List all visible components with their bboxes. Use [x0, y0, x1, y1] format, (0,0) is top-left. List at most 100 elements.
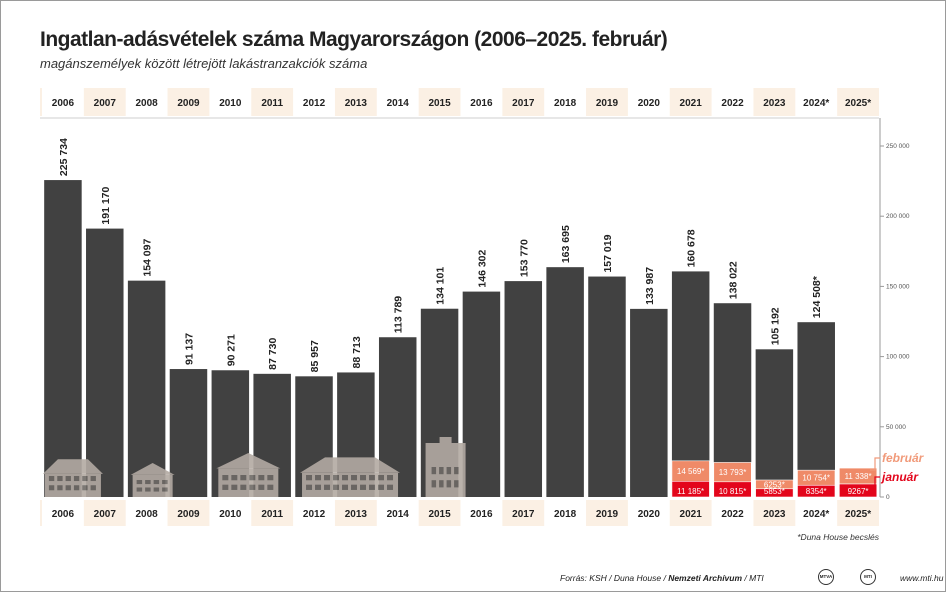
year-label-top: 2024* — [803, 98, 829, 109]
value-label: 133 987 — [644, 267, 656, 305]
y-tick-label: 0 — [886, 494, 890, 501]
estimate-note: *Duna House becslés — [797, 532, 879, 542]
year-label-bottom: 2014 — [387, 509, 410, 520]
jan-bar-2025* — [839, 483, 878, 498]
bar-2018 — [546, 267, 584, 497]
year-label-bottom: 2015 — [428, 509, 451, 520]
house-icon — [130, 463, 175, 497]
year-band-cell — [627, 500, 670, 526]
bar-2024* — [797, 322, 835, 497]
legend-january: január — [880, 470, 919, 484]
year-label-bottom: 2011 — [261, 509, 283, 520]
year-label-bottom: 2025* — [845, 509, 871, 520]
year-label-top: 2017 — [512, 98, 535, 109]
value-label: 163 695 — [560, 225, 572, 263]
year-label-bottom: 2016 — [470, 509, 493, 520]
year-band-cell — [376, 500, 419, 526]
bar-2017 — [504, 281, 543, 497]
year-label-top: 2014 — [387, 98, 410, 109]
value-label: 88 713 — [351, 336, 363, 368]
year-band-cell — [209, 500, 252, 526]
year-band-cell — [42, 88, 84, 116]
year-band-cell — [125, 88, 168, 116]
chart-title: Ingatlan-adásvételek száma Magyarországo… — [40, 28, 668, 51]
feb-value-label: 11 338* — [845, 472, 872, 481]
house-icon — [42, 459, 103, 497]
jan-bar-2021 — [671, 480, 710, 498]
value-label: 134 101 — [435, 267, 447, 305]
y-tick-label: 150 000 — [886, 283, 910, 290]
year-label-top: 2007 — [94, 98, 117, 109]
year-label-bottom: 2019 — [596, 509, 619, 520]
year-label-bottom: 2009 — [177, 509, 200, 520]
value-label: 160 678 — [686, 229, 698, 267]
jan-value-label: 5853* — [764, 487, 785, 496]
year-label-bottom: 2008 — [136, 509, 159, 520]
bar-2020 — [630, 308, 668, 497]
jan-bar-2023 — [755, 488, 794, 498]
jan-value-label: 10 815* — [719, 487, 747, 496]
value-label: 153 770 — [518, 239, 530, 277]
year-band-cell — [544, 88, 587, 116]
year-label-bottom: 2012 — [303, 509, 326, 520]
year-band-cell — [293, 500, 335, 526]
legend-bracket-jan — [870, 476, 880, 489]
year-label-top: 2023 — [763, 98, 786, 109]
year-band-cell — [544, 500, 587, 526]
bar-2009 — [169, 369, 208, 497]
year-label-bottom: 2007 — [94, 509, 117, 520]
source-prefix: Forrás: KSH / Duna House / — [560, 573, 669, 583]
year-label-bottom: 2010 — [219, 509, 242, 520]
year-band-cell — [209, 88, 252, 116]
feb-value-label: 10 754* — [802, 474, 830, 483]
mtva-logo-icon: MTVA — [818, 569, 834, 585]
value-label: 146 302 — [476, 249, 488, 287]
jan-value-label: 11 185* — [677, 487, 704, 496]
feb-value-label: 13 793* — [719, 468, 747, 477]
value-label: 157 019 — [602, 234, 614, 272]
legend-bracket-feb — [870, 457, 880, 471]
value-label: 85 957 — [309, 340, 321, 372]
website-link[interactable]: www.mti.hu — [900, 573, 944, 583]
mti-logo-icon: MTI — [860, 569, 876, 585]
bar-2023 — [755, 349, 794, 497]
jan-value-label: 9267* — [848, 487, 869, 496]
year-label-top: 2010 — [219, 98, 242, 109]
year-band-cell — [42, 500, 84, 526]
year-label-top: 2022 — [721, 98, 744, 109]
value-label: 90 271 — [225, 334, 237, 366]
y-tick-label: 100 000 — [886, 354, 910, 361]
year-label-top: 2020 — [638, 98, 661, 109]
source-archive: Nemzeti Archívum — [668, 573, 743, 583]
bar-2006 — [44, 180, 82, 497]
y-tick-label: 50 000 — [886, 424, 906, 431]
year-label-top: 2015 — [428, 98, 451, 109]
year-label-bottom: 2013 — [345, 509, 368, 520]
year-label-top: 2012 — [303, 98, 326, 109]
value-label: 87 730 — [267, 338, 279, 370]
feb-value-label: 6253* — [764, 480, 785, 489]
year-label-top: 2021 — [680, 98, 703, 109]
value-label: 124 508* — [811, 275, 823, 318]
year-label-top: 2008 — [136, 98, 159, 109]
value-label: 105 192 — [769, 307, 781, 345]
source-text: Forrás: KSH / Duna House / Nemzeti Archí… — [560, 573, 764, 583]
year-label-bottom: 2022 — [721, 509, 744, 520]
house-icon — [300, 457, 401, 497]
bar-2019 — [588, 276, 626, 497]
year-band-cell — [125, 500, 168, 526]
year-label-top: 2006 — [52, 98, 75, 109]
year-band-cell — [376, 88, 419, 116]
year-label-bottom: 2020 — [638, 509, 661, 520]
jan-bar-2022 — [713, 481, 752, 498]
year-band-cell — [460, 500, 503, 526]
year-band-cell — [795, 88, 838, 116]
jan-value-label: 8354* — [806, 487, 827, 496]
year-label-bottom: 2018 — [554, 509, 577, 520]
year-label-top: 2013 — [345, 98, 368, 109]
year-label-bottom: 2017 — [512, 509, 535, 520]
value-label: 154 097 — [142, 239, 154, 277]
feb-value-label: 14 569* — [677, 467, 705, 476]
jan-bar-2024* — [797, 484, 836, 498]
